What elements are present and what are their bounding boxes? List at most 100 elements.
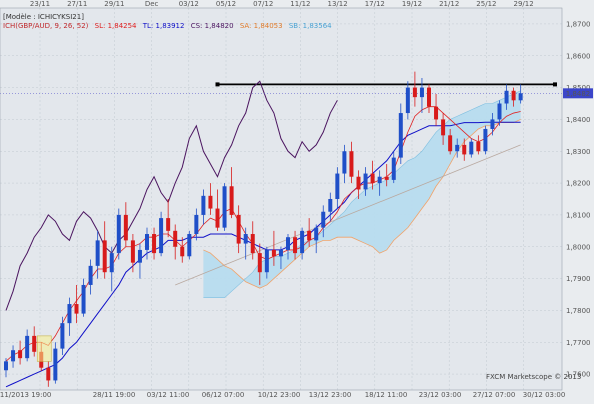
candle: [476, 135, 481, 155]
candle: [462, 138, 467, 161]
candle-body: [356, 176, 361, 190]
senkou-span-a-line: [203, 119, 521, 289]
candle: [116, 208, 121, 260]
candle-body: [271, 249, 276, 257]
candle-body: [419, 87, 424, 98]
candle-body: [349, 151, 354, 177]
candle: [427, 84, 431, 114]
x-bottom-tick-label: 27/12 07:00: [473, 391, 516, 399]
candle: [67, 297, 72, 336]
candle: [250, 221, 255, 260]
legend-cs: CS: 1,84820: [191, 22, 234, 30]
candle-body: [462, 144, 467, 155]
candle: [497, 100, 502, 126]
y-tick-label: 1,7700: [566, 339, 591, 347]
candle-body: [504, 90, 509, 104]
candle: [370, 160, 375, 190]
candle-body: [46, 367, 51, 381]
candle: [243, 227, 248, 260]
candle-body: [257, 253, 262, 273]
plot-area[interactable]: [0, 8, 562, 390]
senkou-span-b-line: [203, 90, 521, 298]
y-tick-label: 1,8700: [566, 20, 591, 28]
candle: [152, 227, 157, 260]
candle: [384, 163, 389, 187]
candle-body: [243, 234, 248, 244]
candle-body: [208, 195, 213, 209]
candlesticks: [4, 71, 523, 387]
candle: [123, 202, 128, 247]
candle: [300, 227, 305, 260]
candle-body: [278, 249, 283, 257]
candle-body: [152, 234, 157, 254]
candle-body: [159, 218, 164, 254]
candle: [187, 230, 192, 260]
candle-body: [264, 249, 269, 273]
legend-sa: SA: 1,84053: [240, 22, 283, 30]
candle: [434, 93, 439, 126]
candle: [166, 199, 171, 238]
x-top-tick-label: Dec: [145, 0, 159, 8]
candle: [53, 342, 58, 384]
candle: [314, 224, 319, 254]
candle-body: [215, 208, 220, 228]
x-bottom-tick-label: 30/12 03:00: [523, 391, 566, 399]
candle: [504, 84, 509, 110]
candle-body: [88, 265, 93, 285]
candle-body: [441, 119, 446, 136]
x-bottom-tick-label: 03/12 11:00: [147, 391, 190, 399]
candle-body: [511, 90, 516, 101]
candle-body: [60, 323, 65, 349]
y-tick-label: 1,8100: [566, 211, 591, 219]
candle: [32, 326, 37, 357]
candle-body: [166, 218, 171, 231]
candle: [483, 125, 488, 155]
candle-body: [391, 157, 396, 180]
candle-body: [53, 348, 58, 381]
candle: [215, 189, 220, 231]
candle: [264, 246, 269, 279]
candle-body: [370, 173, 375, 184]
candle: [377, 170, 382, 196]
candle-body: [518, 93, 523, 101]
trend-lines: [175, 82, 557, 286]
chikou-span-line: [5, 80, 338, 311]
candle: [137, 243, 142, 279]
y-tick-label: 1,8300: [566, 148, 591, 156]
candle-body: [384, 176, 389, 180]
kijun-sen-line: [5, 121, 521, 388]
candle-body: [32, 335, 37, 352]
candle: [208, 183, 213, 215]
candle: [145, 227, 149, 260]
candle: [448, 128, 453, 155]
x-bottom-tick-label: 06/12 07:00: [202, 391, 245, 399]
candle: [60, 316, 65, 355]
candle-body: [434, 106, 439, 120]
candle-body: [483, 128, 488, 152]
candle: [159, 211, 164, 257]
candle: [293, 230, 298, 260]
candle: [271, 230, 276, 266]
candle: [278, 246, 283, 270]
kumo-cloud: [203, 90, 521, 298]
candle-body: [236, 214, 241, 244]
candle-body: [427, 87, 431, 107]
candle: [455, 138, 460, 158]
candle: [180, 237, 185, 263]
y-tick-label: 1,8400: [566, 116, 591, 124]
candle-body: [222, 186, 227, 228]
x-top-tick-label: 23/11: [30, 0, 50, 8]
candle-body: [25, 335, 30, 359]
candle: [201, 189, 206, 225]
candle: [173, 224, 178, 260]
candle-body: [194, 214, 199, 235]
y-tick-label: 1,8000: [566, 243, 591, 251]
x-top-tick-label: 11/12: [290, 0, 310, 8]
candle: [286, 234, 290, 260]
candle-body: [229, 186, 234, 215]
x-top-tick-label: 25/12: [476, 0, 496, 8]
candle: [363, 167, 368, 196]
candle-body: [335, 173, 340, 199]
